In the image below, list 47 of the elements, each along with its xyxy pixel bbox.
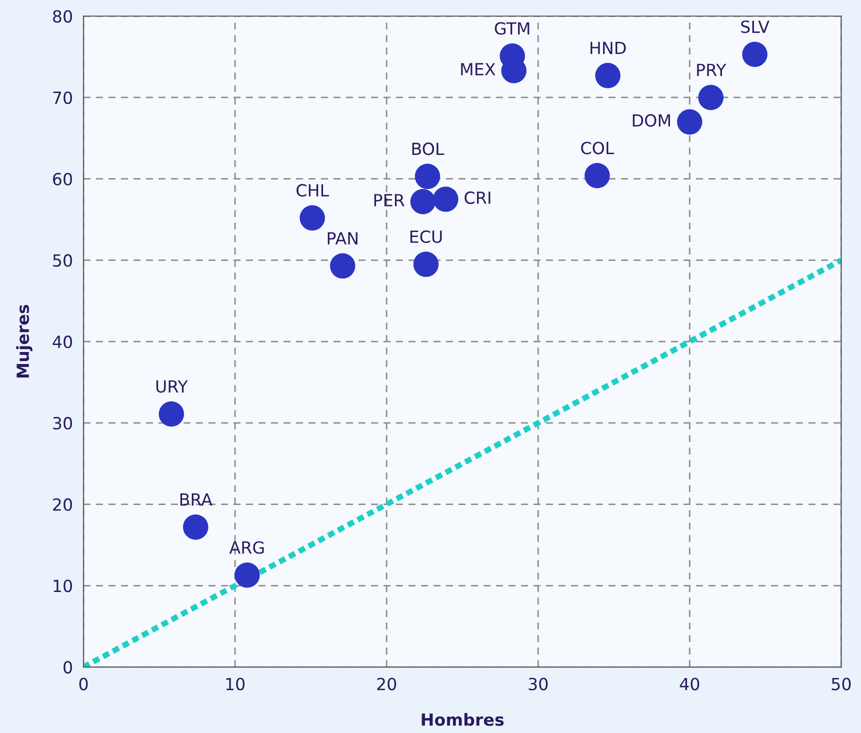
annotation: PRY [697, 64, 726, 76]
annotation: ARG [229, 541, 264, 554]
point [595, 62, 620, 88]
x-tick-label: 10 [226, 678, 245, 690]
y-tick-label: 50 [53, 254, 72, 267]
point [234, 562, 260, 588]
point [300, 205, 325, 231]
annotation: PER [374, 194, 404, 206]
y-tick-label: 80 [53, 10, 72, 23]
x-tick-label: 30 [528, 678, 548, 690]
annotation: CHL [296, 184, 329, 197]
point [677, 109, 702, 135]
point [413, 252, 439, 277]
point [742, 42, 768, 67]
annotation: GTM [494, 22, 530, 35]
annotation: BOL [412, 142, 444, 156]
annotation: PAN [328, 232, 358, 244]
annotation: URY [156, 380, 188, 393]
annotation: SLV [741, 20, 770, 34]
x-tick-label: 20 [377, 678, 396, 690]
x-tick-label: 40 [680, 678, 700, 690]
y-tick-label: 70 [53, 91, 72, 104]
y-tick-label: 40 [52, 336, 72, 348]
point [414, 164, 440, 190]
y-tick-label: 20 [53, 498, 72, 511]
x-tick-label: 0 [79, 678, 88, 690]
point [698, 84, 724, 110]
point [584, 162, 610, 188]
annotation: CRI [464, 191, 490, 204]
annotation: DOM [632, 114, 670, 127]
x-axis-title: Hombres [422, 713, 504, 726]
annotation: HND [590, 42, 626, 54]
y-axis-title: Mujeres [16, 304, 32, 378]
annotation: MEX [461, 63, 496, 76]
point [410, 189, 436, 214]
annotation: BRA [180, 493, 212, 506]
point [330, 253, 356, 279]
point [433, 186, 458, 212]
annotation: ECU [410, 230, 442, 243]
y-tick-label: 0 [64, 660, 72, 674]
point [158, 401, 184, 427]
x-tick-label: 50 [832, 678, 851, 690]
point [183, 514, 208, 540]
annotation: COL [581, 142, 614, 154]
y-tick-label: 30 [53, 416, 72, 430]
y-tick-label: 10 [54, 580, 72, 592]
y-tick-label: 60 [53, 172, 72, 186]
